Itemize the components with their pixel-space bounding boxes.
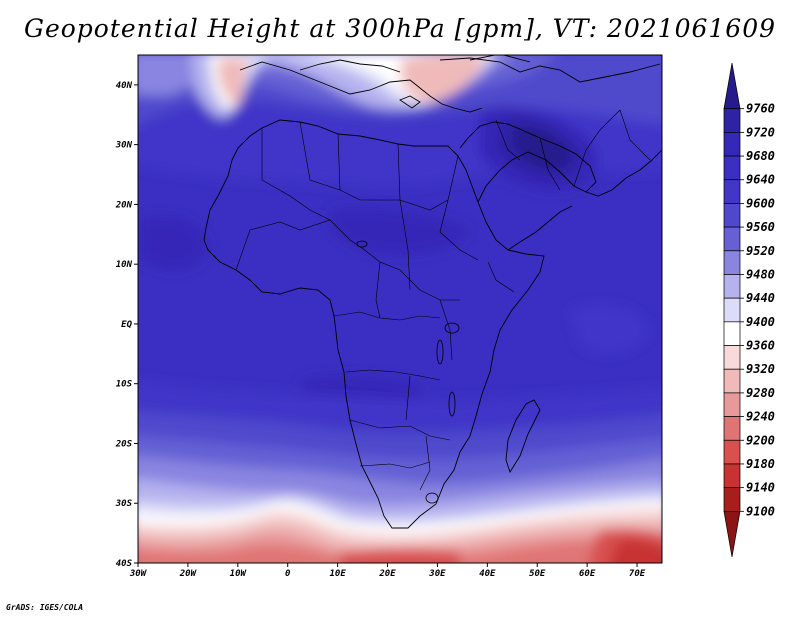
coastlines [203, 55, 662, 529]
colorbar-swatch [723, 274, 741, 299]
lat-tick-label: 10N [116, 260, 133, 270]
lon-tick-label: 0 [285, 569, 291, 579]
colorbar-swatch [723, 226, 741, 252]
grads-credit: GrADS: IGES/COLA [6, 603, 84, 612]
colorbar-swatch [723, 416, 741, 441]
colorbar-swatch [723, 392, 741, 417]
colorbar-label: 9320 [746, 362, 775, 376]
lakes [356, 240, 460, 504]
colorbar-label: 9440 [746, 291, 775, 305]
colorbar-label: 9680 [746, 149, 775, 163]
lon-tick-label: 20W [179, 569, 198, 579]
lon-tick-label: 30E [428, 569, 446, 579]
lat-tick-label: 30S [115, 499, 133, 509]
colorbar-swatch [723, 179, 741, 204]
country-borders [235, 109, 651, 491]
colorbar-swatch [723, 155, 741, 181]
lon-tick-label: 40E [479, 569, 496, 579]
lon-tick-label: 50E [529, 569, 546, 579]
colorbar-label: 9280 [746, 386, 775, 400]
map-title: Geopotential Height at 300hPa [gpm], VT:… [23, 14, 777, 43]
colorbar-label: 9400 [746, 315, 775, 329]
lat-tick-label: 10S [116, 380, 133, 390]
height-field [138, 55, 662, 563]
colorbar-label: 9760 [746, 102, 775, 116]
lon-tick-label: 30W [129, 569, 148, 579]
colorbar-label: 9200 [746, 433, 775, 447]
colorbar-label: 9720 [746, 125, 775, 139]
colorbar-swatch [723, 510, 741, 558]
lon-tick-label: 10E [329, 569, 346, 579]
colorbar-label: 9640 [746, 173, 775, 187]
lat-tick-label: EQ [121, 320, 132, 330]
colorbar-swatch [723, 132, 741, 157]
colorbar-label: 9560 [746, 220, 775, 234]
colorbar: 9760 9720 9680 9640 9600 9560 9520 9480 9440 9400… [723, 62, 775, 558]
colorbar-label: 9520 [746, 244, 775, 258]
colorbar-swatch [723, 321, 741, 346]
colorbar-label: 9600 [746, 196, 775, 210]
lon-tick-label: 70E [629, 569, 646, 579]
colorbar-swatch [723, 368, 741, 394]
colorbar-swatch [723, 203, 741, 228]
colorbar-swatch [723, 108, 741, 133]
latitude-ticks: 40N 30N 20N 10N EQ 10S 20S 30S 40S [115, 81, 138, 569]
colorbar-label: 9180 [746, 457, 775, 471]
colorbar-swatch [723, 439, 741, 465]
lat-tick-label: 30N [115, 141, 133, 151]
colorbar-swatch [723, 345, 741, 370]
lon-tick-label: 60E [579, 569, 596, 579]
lon-tick-label: 10W [230, 569, 248, 579]
colorbar-swatch [723, 487, 741, 512]
colorbar-swatch [723, 62, 741, 110]
lon-tick-label: 20E [378, 569, 396, 579]
longitude-ticks: 30W 20W 10W 0 10E 20E 30E 40E 50E 60E 70E [129, 563, 646, 579]
lat-tick-label: 20S [115, 439, 133, 449]
colorbar-label: 9100 [746, 504, 775, 518]
colorbar-swatch [723, 250, 741, 275]
colorbar-label: 9240 [746, 410, 775, 424]
lat-tick-label: 20N [115, 200, 133, 210]
colorbar-label: 9480 [746, 267, 775, 281]
colorbar-label: 9140 [746, 481, 775, 495]
colorbar-label: 9360 [746, 339, 775, 353]
lat-tick-label: 40S [116, 559, 133, 569]
colorbar-swatch [723, 463, 741, 488]
lat-tick-label: 40N [116, 81, 133, 91]
colorbar-swatch [723, 297, 741, 323]
